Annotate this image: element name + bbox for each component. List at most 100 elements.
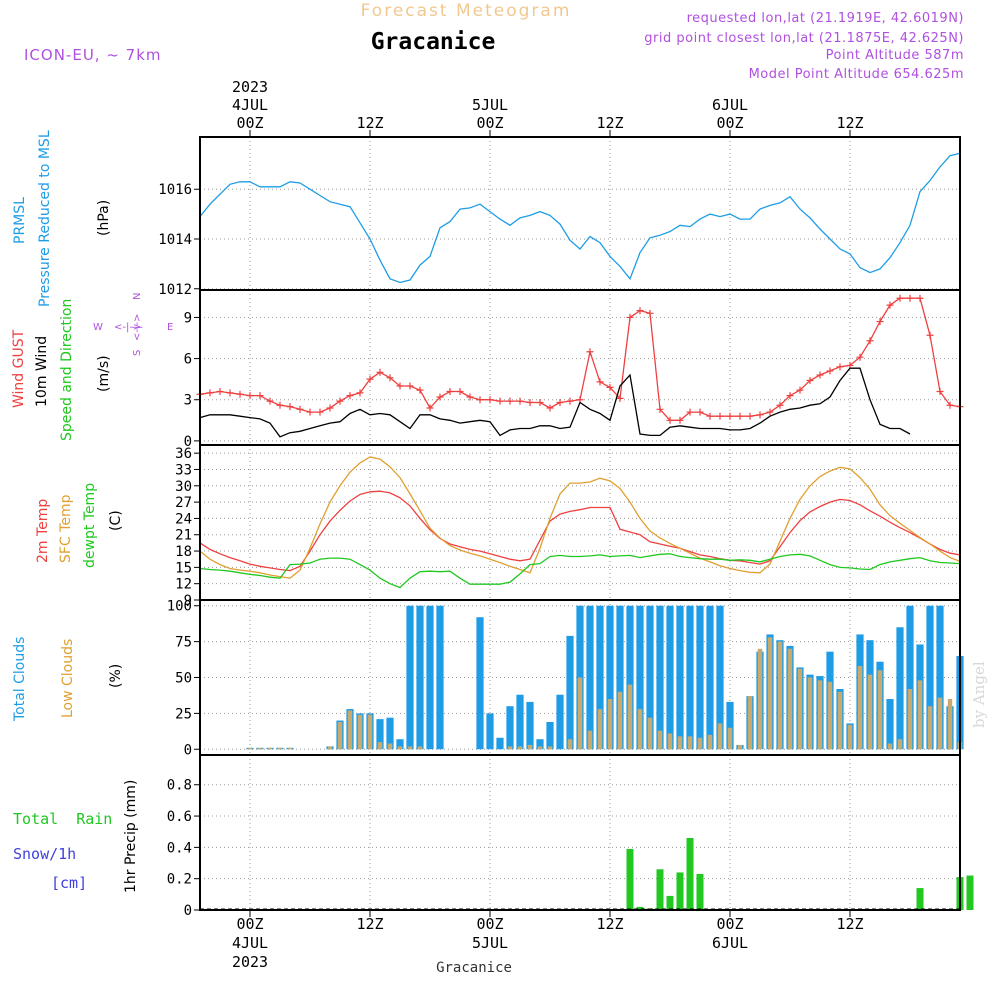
low-clouds-bar (587, 730, 593, 750)
top-time-label: 00Z (476, 114, 503, 132)
gust-marker (406, 382, 414, 390)
gust-marker (626, 313, 634, 321)
low-clouds-bar (537, 746, 543, 750)
gust-marker (236, 390, 244, 398)
total-clouds-bar (656, 605, 664, 750)
temp-label: 2m Temp (35, 499, 51, 563)
sfc-temp-line (199, 456, 961, 579)
low-clouds-bar (257, 747, 263, 750)
low-clouds-bar (867, 674, 873, 750)
direction-label: Speed and Direction (59, 299, 75, 441)
gust-marker (466, 393, 474, 401)
gust-marker (696, 408, 704, 416)
low-clouds-bar (677, 736, 683, 750)
gust-marker (916, 294, 924, 302)
low-clouds-bar (717, 723, 723, 750)
y-tick-label: 1012 (158, 282, 192, 298)
total-clouds-bar (416, 605, 424, 750)
bottom-time-label: 12Z (596, 915, 623, 933)
pressure-labels: PRMSL Pressure Reduced to MSL (hPa) (12, 130, 112, 307)
total-clouds-bar (566, 635, 574, 750)
total-clouds-bar (376, 719, 384, 750)
gust-marker (746, 412, 754, 420)
y-tick-label: 50 (175, 671, 192, 687)
y-tick-label: 36 (175, 446, 192, 462)
total-clouds-bar (636, 605, 644, 750)
y-tick-label: 6 (184, 352, 192, 368)
total-clouds-bar (676, 605, 684, 750)
gust-marker (516, 397, 524, 405)
gust-marker (296, 405, 304, 413)
low-clouds-bar (597, 709, 603, 750)
low-clouds-bar (577, 677, 583, 750)
low-clouds-bar (777, 641, 783, 750)
y-tick-label: 0 (184, 742, 192, 758)
y-tick-label: 0 (184, 903, 192, 919)
y-tick-label: 0.6 (167, 809, 192, 825)
total-clouds-bar (896, 627, 904, 750)
total-clouds-bar (386, 717, 394, 750)
low-clouds-bar (847, 724, 853, 750)
gust-marker (206, 389, 214, 397)
low-clouds-bar (767, 637, 773, 750)
gust-marker (646, 309, 654, 317)
total-clouds-bar (476, 617, 484, 750)
gust-marker (526, 398, 534, 406)
gust-marker (326, 404, 334, 412)
compass-ew-arrow: <-|-> (114, 322, 141, 333)
y-tick-label: 27 (175, 495, 192, 511)
low-clouds-bar (517, 746, 523, 750)
gust-marker (306, 408, 314, 416)
gust-marker (706, 412, 714, 420)
gust-marker (266, 397, 274, 405)
temperature-labels: 2m Temp SFC Temp dewpt Temp (C) (35, 483, 124, 568)
gust-marker (316, 408, 324, 416)
gust-marker (866, 337, 874, 345)
rain-bar (686, 837, 694, 910)
low-clouds-bar (657, 730, 663, 750)
pressure-frame (199, 136, 961, 291)
low-clouds-bar (857, 666, 863, 750)
total-clouds-bar (556, 694, 564, 750)
low-clouds-bar (707, 734, 713, 750)
y-tick-label: 25 (175, 706, 192, 722)
total-clouds-bar (886, 699, 894, 750)
gust-marker (376, 368, 384, 376)
pressure-label-1: PRMSL (12, 197, 28, 244)
low-clouds-bar (887, 743, 893, 750)
temp-unit: (C) (108, 510, 124, 531)
precip-panel: 0 0.2 0.4 0.6 0.8 (167, 754, 974, 919)
model-label: ICON-EU, ~ 7km (24, 46, 162, 64)
low-clouds-bar (387, 743, 393, 750)
gust-marker (506, 397, 514, 405)
gust-marker (366, 375, 374, 383)
gust-marker (896, 294, 904, 302)
gridpoint-coords: grid point closest lon,lat (21.1875E, 42… (644, 31, 964, 46)
gust-marker (496, 397, 504, 405)
low-clouds-bar (637, 709, 643, 750)
low-clouds-bar (917, 680, 923, 750)
total-clouds-bar (726, 701, 734, 750)
location-title: Gracanice (371, 29, 496, 55)
bottom-time-label: 00Z (236, 915, 263, 933)
wind-panel: 0 3 6 9 (184, 290, 964, 450)
low-clouds-bar (327, 746, 333, 750)
low-clouds-bar (687, 736, 693, 750)
gust-marker (946, 401, 954, 409)
total-clouds-bar (536, 739, 544, 750)
cm-label: [cm] (51, 874, 87, 892)
bottom-time-label: 5JUL (472, 934, 508, 952)
gust-marker (736, 412, 744, 420)
low-clouds-bar (827, 681, 833, 750)
top-time-label: 6JUL (712, 96, 748, 114)
gust-marker (666, 416, 674, 424)
total-clouds-bar (646, 605, 654, 750)
bottom-time-label: 00Z (476, 915, 503, 933)
low-clouds-bar (367, 714, 373, 750)
top-time-label: 2023 (232, 78, 268, 96)
compass-e: E (167, 322, 173, 333)
top-time-label: 12Z (836, 114, 863, 132)
